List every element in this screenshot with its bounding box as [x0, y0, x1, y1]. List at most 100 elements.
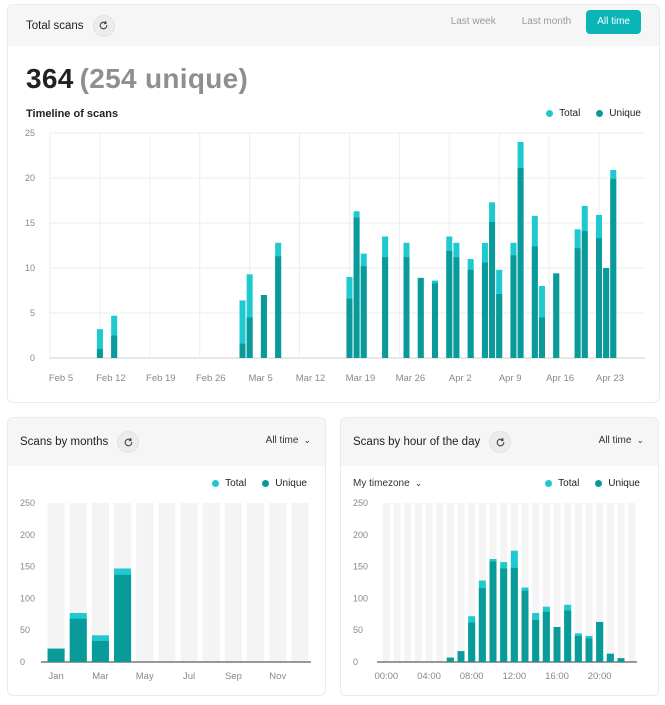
bar-unique	[510, 567, 518, 662]
dropdown-label: All time	[598, 435, 632, 446]
legend-unique-label: Unique	[275, 478, 307, 489]
bar-total	[403, 242, 410, 358]
bar-unique	[467, 269, 474, 358]
column-band	[521, 503, 529, 662]
legend-unique: Unique	[262, 478, 307, 489]
column-band	[457, 503, 465, 662]
legend-unique-label: Unique	[608, 478, 640, 489]
x-tick-label: Jul	[183, 671, 195, 682]
bar-unique	[47, 648, 65, 662]
bar-total	[531, 215, 538, 358]
y-tick-label: 50	[353, 625, 363, 635]
bar-total	[606, 653, 614, 662]
bar-total	[581, 205, 588, 358]
x-tick-label: 04:00	[417, 671, 441, 682]
y-tick-label: 25	[25, 128, 35, 138]
bar-total	[553, 273, 560, 358]
legend-total-dot	[545, 480, 553, 487]
bar-unique	[617, 658, 625, 662]
bar-unique	[596, 621, 604, 662]
timeline-legend: Total Unique	[530, 108, 641, 119]
column-band	[478, 503, 486, 662]
bar-total	[96, 329, 103, 358]
refresh-icon[interactable]	[92, 14, 115, 37]
y-tick-label: 10	[25, 263, 35, 273]
bar-unique	[553, 273, 560, 358]
range-last-week[interactable]: Last week	[450, 16, 496, 27]
column-band	[136, 503, 154, 662]
bar-total	[417, 277, 424, 358]
bar-unique	[574, 248, 581, 358]
total-scans-card: Total scans Last week Last month All tim…	[7, 4, 660, 403]
column-band	[393, 503, 401, 662]
y-tick-label: 0	[353, 657, 358, 667]
refresh-icon[interactable]	[489, 431, 512, 453]
bar-unique	[489, 222, 496, 358]
bar-total	[510, 242, 517, 358]
x-tick-label: Apr 2	[449, 373, 472, 384]
range-all-time[interactable]: All time	[586, 10, 641, 34]
bar-total	[360, 253, 367, 358]
bar-unique	[496, 294, 503, 358]
bar-unique	[432, 283, 439, 358]
bar-total	[114, 568, 132, 662]
bar-unique	[564, 610, 572, 662]
column-band	[91, 503, 109, 662]
bar-total	[353, 211, 360, 358]
bar-unique	[69, 618, 87, 662]
x-tick-label: Nov	[269, 671, 286, 682]
bar-total	[481, 242, 488, 358]
bar-total	[111, 315, 118, 358]
x-tick-label: Apr 23	[596, 373, 624, 384]
legend-unique-label: Unique	[609, 108, 641, 119]
card-title: Total scans	[26, 19, 84, 32]
x-tick-label: 20:00	[588, 671, 612, 682]
legend-total: Total	[212, 478, 246, 489]
y-tick-label: 5	[30, 308, 35, 318]
legend-total-label: Total	[558, 478, 580, 489]
legend-unique-dot	[262, 480, 270, 487]
column-band	[596, 503, 604, 662]
column-band	[489, 503, 497, 662]
months-header: Scans by months All time ⌄	[8, 418, 325, 466]
x-tick-label: May	[136, 671, 154, 682]
range-last-month[interactable]: Last month	[521, 16, 572, 27]
bar-total	[467, 259, 474, 358]
bar-unique	[446, 250, 453, 358]
card-title: Scans by months	[20, 436, 109, 448]
y-tick-label: 50	[20, 625, 30, 635]
x-tick-label: Feb 12	[96, 373, 126, 384]
bar-unique	[542, 611, 550, 662]
unique-count: (254 unique)	[79, 63, 249, 94]
legend-total: Total	[546, 108, 580, 119]
bar-total	[538, 286, 545, 358]
bar-unique	[403, 257, 410, 358]
bar-total	[246, 274, 253, 358]
bar-unique	[96, 349, 103, 358]
bar-unique	[239, 343, 246, 358]
bar-unique	[453, 257, 460, 358]
bar-unique	[603, 268, 610, 358]
refresh-icon[interactable]	[117, 431, 140, 453]
x-tick-label: 00:00	[374, 671, 398, 682]
bar-total	[603, 268, 610, 358]
bar-total	[260, 295, 267, 358]
hours-range-dropdown[interactable]: All time ⌄	[599, 435, 644, 446]
y-tick-label: 15	[25, 218, 35, 228]
legend-total-dot	[212, 480, 220, 487]
hours-legend: Total Unique	[529, 478, 640, 489]
bar-total	[553, 627, 561, 662]
bar-total	[47, 648, 65, 662]
scans-by-hour-card: Scans by hour of the day All time ⌄ My ti…	[340, 417, 659, 696]
y-tick-label: 100	[20, 593, 35, 603]
bar-unique	[521, 590, 529, 662]
months-range-dropdown[interactable]: All time ⌄	[266, 435, 311, 446]
column-band	[553, 503, 561, 662]
column-band	[564, 503, 572, 662]
timezone-dropdown[interactable]: My timezone ⌄	[353, 478, 422, 489]
bar-unique	[417, 277, 424, 358]
bar-total	[489, 558, 497, 662]
x-tick-label: 08:00	[460, 671, 484, 682]
x-tick-label: Feb 26	[196, 373, 226, 384]
column-band	[500, 503, 508, 662]
